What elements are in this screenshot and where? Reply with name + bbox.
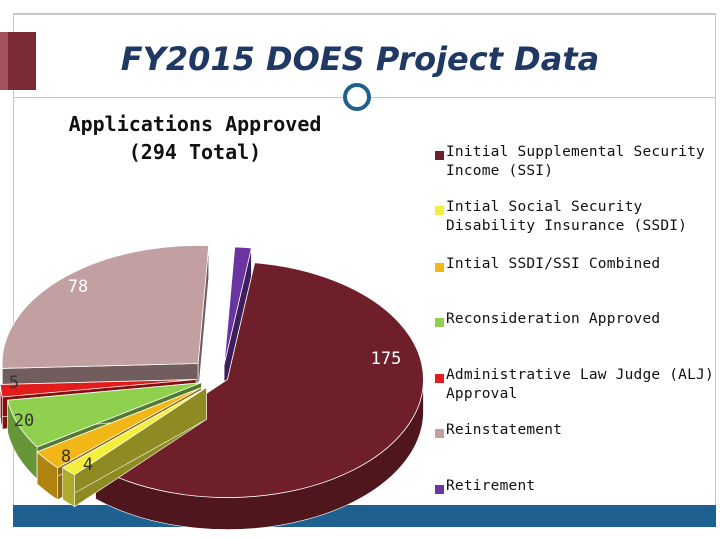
legend-swatch bbox=[435, 485, 444, 494]
legend-label: Administrative Law Judge (ALJ) Approval bbox=[446, 367, 714, 402]
legend-label: Retirement bbox=[446, 478, 536, 494]
circle-ornament bbox=[343, 83, 371, 111]
legend-swatch bbox=[435, 429, 444, 438]
frame-top-rule bbox=[13, 13, 716, 15]
legend-swatch bbox=[435, 151, 444, 160]
data-label-4: 20 bbox=[14, 411, 34, 431]
legend-swatch bbox=[435, 318, 444, 327]
slide-title: FY2015 DOES Project Data bbox=[120, 40, 600, 78]
pie-slice-top-3 bbox=[36, 387, 202, 469]
legend-swatch bbox=[435, 206, 444, 215]
legend-label: Reinstatement bbox=[446, 422, 563, 438]
data-label-5: 5 bbox=[9, 373, 19, 393]
data-label-3: 8 bbox=[61, 447, 71, 467]
legend-label: Initial Supplemental Security Income (SS… bbox=[446, 144, 705, 179]
data-label-2: 4 bbox=[83, 455, 93, 475]
chart-title: Applications Approved (294 Total) bbox=[30, 110, 360, 166]
pie-slice-2 bbox=[61, 386, 207, 508]
data-label-6: 78 bbox=[68, 277, 88, 297]
pie-slice-top-4 bbox=[7, 382, 202, 448]
data-label-1: 175 bbox=[371, 349, 402, 369]
frame-right-rule bbox=[715, 13, 716, 505]
legend-label: Intial SSDI/SSI Combined bbox=[446, 256, 661, 272]
legend-label: Intial Social Security Disability Insura… bbox=[446, 199, 688, 234]
legend-swatch bbox=[435, 374, 444, 383]
title-accent-bar-highlight bbox=[0, 32, 8, 90]
pie-slice-top-5 bbox=[0, 379, 197, 398]
frame-left-rule bbox=[13, 13, 14, 505]
pie-slice-top-7 bbox=[223, 246, 252, 365]
pie-slice-top-6 bbox=[1, 245, 210, 369]
legend-swatch bbox=[435, 263, 444, 272]
pie-slice-7 bbox=[223, 246, 252, 397]
chart-title-line-1: Applications Approved bbox=[68, 112, 322, 136]
chart-title-line-2: (294 Total) bbox=[128, 140, 262, 164]
pie-slice-top-2 bbox=[61, 387, 207, 476]
legend-label: Reconsideration Approved bbox=[446, 311, 661, 327]
pie-slice-6 bbox=[1, 245, 210, 401]
